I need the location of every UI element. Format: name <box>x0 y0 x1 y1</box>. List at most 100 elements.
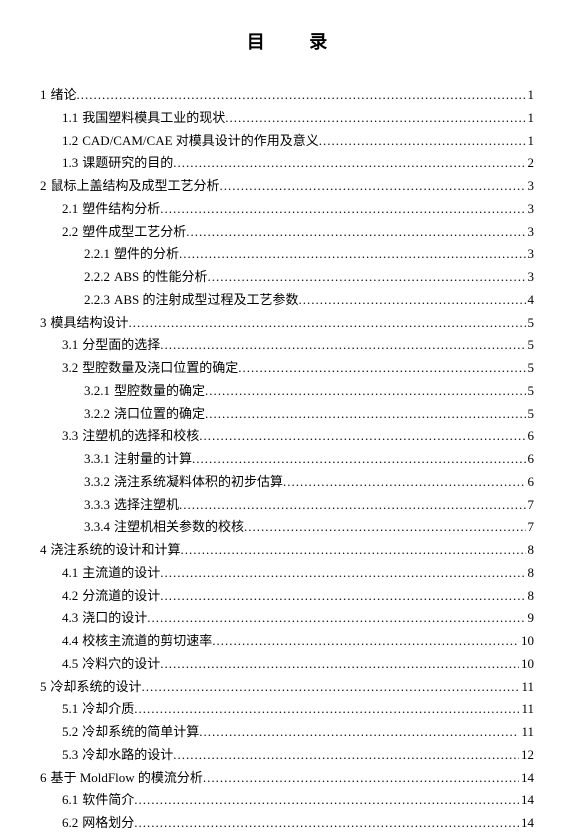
toc-leader-dots <box>160 334 525 357</box>
toc-leader-dots <box>244 516 525 539</box>
toc-label: 塑件的分析 <box>114 243 179 266</box>
toc-leader-dots <box>134 812 519 835</box>
toc-page-number: 14 <box>519 789 534 812</box>
toc-number: 1.2 <box>62 130 78 153</box>
toc-entry: 2.2.3ABS 的注射成型过程及工艺参数4 <box>40 289 534 312</box>
toc-label: 冷却介质 <box>82 698 134 721</box>
toc-number: 3.3.2 <box>84 471 110 494</box>
toc-page-number: 3 <box>526 221 535 244</box>
toc-entry: 4.2分流道的设计8 <box>40 585 534 608</box>
toc-leader-dots <box>134 698 519 721</box>
toc-leader-dots <box>160 585 525 608</box>
toc-number: 2.2 <box>62 221 78 244</box>
toc-page-number: 7 <box>526 494 535 517</box>
toc-page-number: 5 <box>526 357 535 380</box>
toc-entry: 3.3.4注塑机相关参数的校核7 <box>40 516 534 539</box>
toc-number: 3.2.1 <box>84 380 110 403</box>
toc-label: 冷却水路的设计 <box>82 744 173 767</box>
toc-label: 我国塑料模具工业的现状 <box>82 107 225 130</box>
toc-page-number: 1 <box>526 84 535 107</box>
toc-page-number: 10 <box>519 630 534 653</box>
toc-leader-dots <box>283 471 525 494</box>
toc-number: 3.3.3 <box>84 494 110 517</box>
toc-entry: 4.4校核主流道的剪切速率10 <box>40 630 534 653</box>
toc-leader-dots <box>142 676 520 699</box>
toc-page-number: 12 <box>519 744 534 767</box>
toc-entry: 3.3.2浇注系统凝料体积的初步估算6 <box>40 471 534 494</box>
toc-leader-dots <box>208 266 526 289</box>
toc-label: 鼠标上盖结构及成型工艺分析 <box>51 175 220 198</box>
toc-number: 3.3.1 <box>84 448 110 471</box>
toc-page-number: 11 <box>519 698 534 721</box>
toc-label: 基于 MoldFlow 的模流分析 <box>51 767 203 790</box>
toc-page-number: 14 <box>519 812 534 835</box>
toc-entry: 3.2型腔数量及浇口位置的确定5 <box>40 357 534 380</box>
toc-label: 冷料穴的设计 <box>82 653 160 676</box>
toc-leader-dots <box>205 403 525 426</box>
toc-entry: 1.2CAD/CAM/CAE 对模具设计的作用及意义1 <box>40 130 534 153</box>
toc-number: 2.2.2 <box>84 266 110 289</box>
toc-label: 冷却系统的设计 <box>51 676 142 699</box>
toc-label: 注塑机相关参数的校核 <box>114 516 244 539</box>
toc-number: 1.1 <box>62 107 78 130</box>
toc-number: 6.2 <box>62 812 78 835</box>
toc-page-number: 9 <box>526 607 535 630</box>
toc-label: 网格划分 <box>82 812 134 835</box>
toc-page-number: 14 <box>519 767 534 790</box>
toc-leader-dots <box>181 539 526 562</box>
toc-entry: 3.3注塑机的选择和校核6 <box>40 425 534 448</box>
toc-number: 3.2.2 <box>84 403 110 426</box>
toc-number: 5.1 <box>62 698 78 721</box>
toc-number: 5 <box>40 676 47 699</box>
toc-entry: 6.1软件简介14 <box>40 789 534 812</box>
toc-label: 型腔数量的确定 <box>114 380 205 403</box>
toc-label: 分流道的设计 <box>82 585 160 608</box>
toc-page-number: 3 <box>526 175 535 198</box>
toc-number: 3.1 <box>62 334 78 357</box>
toc-entry: 1.1我国塑料模具工业的现状 1 <box>40 107 534 130</box>
toc-label: 模具结构设计 <box>51 312 129 335</box>
toc-page-number: 5 <box>526 312 535 335</box>
toc-label: 校核主流道的剪切速率 <box>82 630 212 653</box>
toc-label: 浇口位置的确定 <box>114 403 205 426</box>
toc-entry: 4浇注系统的设计和计算8 <box>40 539 534 562</box>
toc-page-number: 6 <box>526 471 535 494</box>
toc-page-number: 3 <box>526 198 535 221</box>
toc-label: 选择注塑机 <box>114 494 179 517</box>
toc-leader-dots <box>77 84 526 107</box>
toc-page-number: 5 <box>526 334 535 357</box>
toc-page-number: 2 <box>526 152 535 175</box>
toc-page-number: 6 <box>526 425 535 448</box>
toc-leader-dots <box>173 744 519 767</box>
toc-entry: 1.3课题研究的目的2 <box>40 152 534 175</box>
toc-leader-dots <box>299 289 526 312</box>
toc-number: 2.2.1 <box>84 243 110 266</box>
toc-leader-dots <box>220 175 526 198</box>
toc-number: 4.3 <box>62 607 78 630</box>
toc-label: 浇口的设计 <box>82 607 147 630</box>
toc-leader-dots <box>203 767 519 790</box>
toc-label: 主流道的设计 <box>82 562 160 585</box>
toc-page-number: 8 <box>526 585 535 608</box>
toc-number: 3 <box>40 312 47 335</box>
toc-leader-dots <box>160 198 525 221</box>
toc-number: 3.3.4 <box>84 516 110 539</box>
toc-entry: 5.3冷却水路的设计12 <box>40 744 534 767</box>
toc-page-number: 6 <box>526 448 535 471</box>
toc-number: 3.2 <box>62 357 78 380</box>
toc-page-number: 3 <box>526 243 535 266</box>
toc-entry: 3.2.1型腔数量的确定5 <box>40 380 534 403</box>
toc-label: 课题研究的目的 <box>82 152 173 175</box>
toc-number: 2 <box>40 175 47 198</box>
toc-leader-dots <box>225 107 525 130</box>
toc-entry: 1绪论1 <box>40 84 534 107</box>
toc-page-number: 4 <box>526 289 535 312</box>
toc-page-number: 8 <box>526 539 535 562</box>
toc-number: 4.5 <box>62 653 78 676</box>
toc-leader-dots <box>179 494 525 517</box>
toc-label: CAD/CAM/CAE 对模具设计的作用及意义 <box>82 130 319 153</box>
toc-entry: 4.1主流道的设计8 <box>40 562 534 585</box>
toc-number: 4 <box>40 539 47 562</box>
toc-page-number: 1 <box>526 107 535 130</box>
toc-leader-dots <box>199 425 525 448</box>
